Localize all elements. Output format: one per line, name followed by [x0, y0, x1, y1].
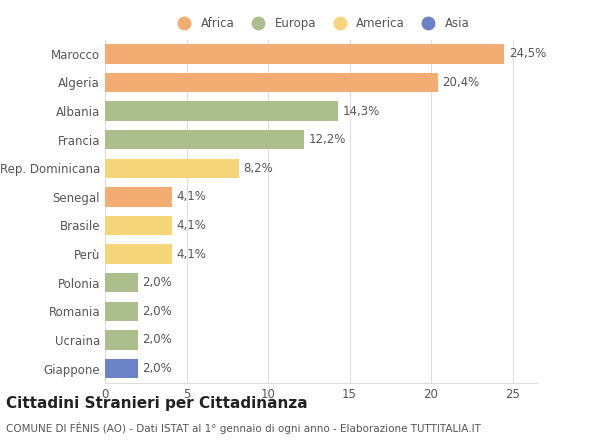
Text: 12,2%: 12,2%: [309, 133, 346, 146]
Text: 2,0%: 2,0%: [142, 305, 172, 318]
Text: 8,2%: 8,2%: [244, 162, 274, 175]
Bar: [105, 216, 172, 235]
Bar: [105, 44, 505, 64]
Text: 4,1%: 4,1%: [177, 191, 206, 203]
Text: 4,1%: 4,1%: [177, 219, 206, 232]
Text: 2,0%: 2,0%: [142, 276, 172, 289]
Bar: [105, 273, 137, 293]
Bar: [105, 158, 239, 178]
Bar: [105, 101, 338, 121]
Bar: [105, 130, 304, 150]
Text: Cittadini Stranieri per Cittadinanza: Cittadini Stranieri per Cittadinanza: [6, 396, 308, 411]
Bar: [105, 330, 137, 350]
Text: 24,5%: 24,5%: [509, 48, 547, 60]
Bar: [105, 301, 137, 321]
Text: 20,4%: 20,4%: [442, 76, 479, 89]
Text: 14,3%: 14,3%: [343, 105, 380, 117]
Text: 2,0%: 2,0%: [142, 362, 172, 375]
Bar: [105, 187, 172, 207]
Text: 2,0%: 2,0%: [142, 334, 172, 346]
Text: COMUNE DI FÉNIS (AO) - Dati ISTAT al 1° gennaio di ogni anno - Elaborazione TUTT: COMUNE DI FÉNIS (AO) - Dati ISTAT al 1° …: [6, 422, 481, 434]
Legend: Africa, Europa, America, Asia: Africa, Europa, America, Asia: [172, 17, 470, 30]
Bar: [105, 244, 172, 264]
Bar: [105, 73, 437, 92]
Bar: [105, 359, 137, 378]
Text: 4,1%: 4,1%: [177, 248, 206, 260]
